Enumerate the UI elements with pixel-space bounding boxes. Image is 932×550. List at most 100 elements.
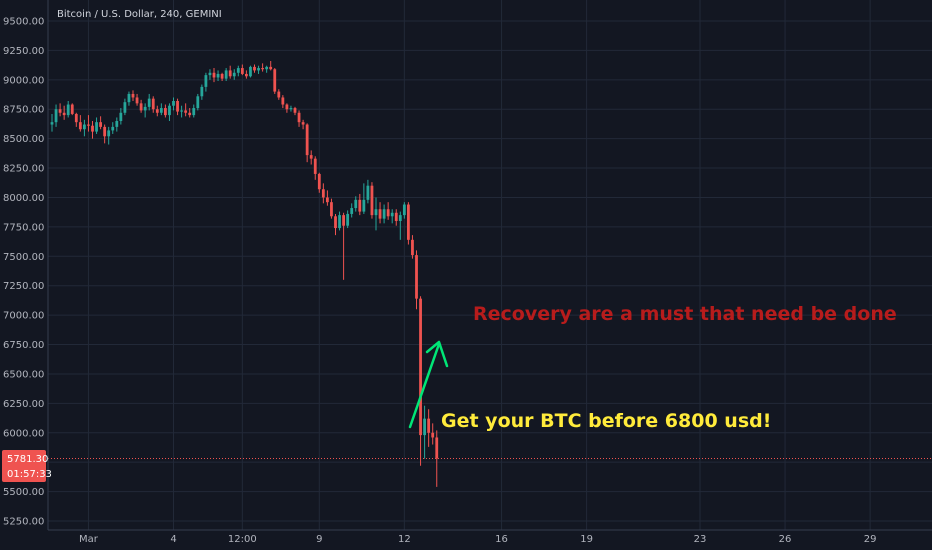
- candle: [212, 68, 216, 83]
- candle: [305, 123, 309, 163]
- candle: [196, 93, 200, 111]
- candle-body: [321, 189, 325, 198]
- candle: [216, 70, 220, 81]
- buy-annotation: Get your BTC before 6800 usd!: [441, 410, 771, 432]
- candle-body: [107, 130, 111, 137]
- candle: [317, 172, 321, 193]
- candle-body: [402, 204, 406, 216]
- candle-body: [159, 108, 163, 113]
- candle: [151, 96, 155, 113]
- candle: [200, 84, 204, 100]
- candle: [386, 202, 390, 220]
- candle-body: [338, 215, 341, 229]
- candle: [180, 105, 183, 118]
- arrow-annotation: [408, 340, 449, 429]
- candle: [366, 179, 370, 204]
- candle: [176, 98, 179, 116]
- x-tick-label: 12:00: [228, 534, 257, 545]
- candle-body: [224, 70, 228, 79]
- candle-body: [139, 103, 143, 111]
- candle-body: [269, 66, 273, 70]
- candle: [208, 69, 212, 80]
- last-price-badge: 5781.30 01:57:33: [2, 450, 52, 482]
- candle-body: [317, 173, 321, 190]
- candle: [58, 103, 62, 117]
- candle: [232, 69, 236, 80]
- candle: [277, 89, 281, 100]
- candle-body: [147, 98, 151, 107]
- grid: [48, 0, 932, 530]
- candle: [301, 119, 305, 130]
- candle-body: [131, 93, 135, 98]
- y-tick-label: 8750.00: [3, 105, 44, 116]
- candle-body: [127, 93, 131, 103]
- candle-body: [232, 72, 236, 77]
- candle: [402, 202, 406, 219]
- candle: [54, 104, 58, 127]
- candle: [346, 210, 350, 229]
- candle-body: [103, 126, 107, 137]
- candle: [309, 150, 313, 165]
- candle-body: [58, 109, 62, 113]
- x-tick-label: 29: [864, 534, 877, 545]
- candle: [423, 405, 426, 459]
- x-tick-label: 16: [495, 534, 508, 545]
- candle-body: [111, 126, 115, 131]
- candle-body: [151, 98, 155, 110]
- candle: [236, 65, 240, 77]
- candle-body: [143, 106, 147, 111]
- candle: [172, 97, 175, 111]
- candle: [358, 193, 362, 216]
- candle-body: [95, 122, 98, 132]
- candle: [394, 209, 398, 226]
- candle-body: [431, 432, 435, 438]
- candle-body: [70, 104, 74, 114]
- candle-body: [346, 213, 350, 226]
- candle: [415, 250, 418, 310]
- candle: [123, 98, 127, 116]
- candle-body: [419, 298, 422, 436]
- candle-body: [216, 73, 220, 78]
- candle-body: [50, 122, 54, 125]
- y-tick-label: 8500.00: [3, 134, 44, 145]
- candle: [50, 113, 54, 132]
- chart-title: Bitcoin / U.S. Dollar, 240, GEMINI: [57, 9, 222, 20]
- candle: [143, 103, 147, 118]
- candle-body: [285, 104, 289, 110]
- candle-body: [358, 199, 362, 212]
- candle: [99, 116, 102, 130]
- recovery-annotation: Recovery are a must that need be done: [473, 303, 897, 325]
- candle: [115, 117, 119, 132]
- candle: [354, 196, 358, 212]
- candle-body: [289, 108, 293, 110]
- candle-body: [135, 97, 139, 104]
- candle-body: [204, 75, 208, 87]
- candle-body: [176, 101, 179, 112]
- candle: [62, 105, 66, 120]
- candle: [131, 90, 135, 101]
- y-tick-label: 7500.00: [3, 252, 44, 263]
- candle-body: [411, 239, 414, 256]
- x-axis: Mar 4 12:00 9 12 16 19 23 26 29: [48, 529, 932, 545]
- x-tick-label: 19: [580, 534, 593, 545]
- candle: [321, 183, 325, 204]
- candle: [435, 430, 439, 487]
- candle: [70, 103, 74, 116]
- candle: [330, 198, 333, 219]
- candle: [338, 211, 341, 231]
- candle-body: [245, 73, 248, 77]
- candle: [107, 126, 111, 145]
- candle-body: [366, 185, 370, 200]
- candle-body: [435, 437, 439, 459]
- candle-body: [382, 209, 386, 219]
- candle-body: [87, 124, 90, 126]
- candle-body: [305, 124, 309, 156]
- candle: [204, 72, 208, 92]
- candle: [184, 103, 188, 117]
- candle: [127, 91, 131, 106]
- candle: [87, 115, 90, 132]
- candle: [390, 209, 394, 224]
- candle: [326, 190, 329, 206]
- candle: [139, 99, 143, 113]
